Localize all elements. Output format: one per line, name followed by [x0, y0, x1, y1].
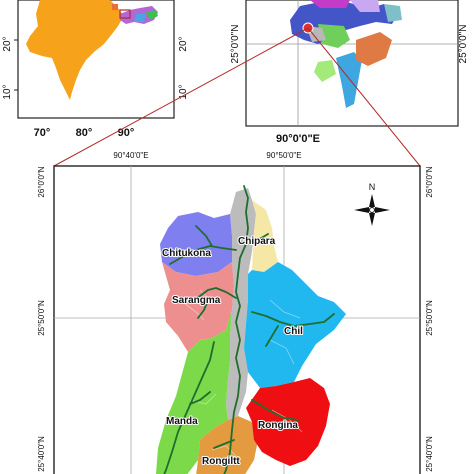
main-lat-tick-label-left: 26°0'0"N [37, 166, 46, 197]
inset-india-panel: 20° 10° 20° 10° 70° 80° 90° [2, 0, 189, 139]
northeast-india-blue [134, 14, 146, 22]
subbasin-label-chipara: Chipara [238, 236, 276, 247]
river-chitukona-upper [195, 225, 213, 247]
india-lat-tick-label: 20° [2, 36, 13, 51]
river-chil-branch [265, 325, 279, 347]
river-sarangma-branch [191, 287, 237, 301]
subbasin-central-strip [226, 188, 256, 420]
region-green-basin [318, 24, 350, 48]
region-magenta-basin [310, 0, 350, 8]
subbasin-label-sarangma: Sarangma [172, 295, 221, 306]
subbasin-manda [156, 310, 232, 474]
subbasin-label-rongina: Rongina [258, 420, 298, 431]
river-manda-main [163, 341, 215, 474]
subbasin-rongina [246, 378, 330, 466]
main-map-panel: Chitukona Chipara Sarangma Chil Manda Ro… [37, 151, 434, 474]
india-lon-tick-label: 70° [34, 127, 51, 139]
connector-line-right [307, 27, 421, 167]
river-chipara-branch [247, 233, 269, 245]
region-lat-tick-label-right: 25°0'0"N [458, 25, 469, 64]
river-rongina-main [251, 399, 299, 421]
north-arrow-center [369, 207, 375, 213]
subbasin-label-rongiltt: Rongiltt [202, 456, 240, 467]
india-lon-tick-label: 90° [118, 127, 135, 139]
region-teal-basin [384, 4, 402, 22]
subbasin-label-chil: Chil [284, 326, 303, 337]
main-lat-tick-label-left: 25°50'0"N [37, 300, 46, 336]
india-lon-tick-label: 80° [76, 127, 93, 139]
north-arrow-e [375, 207, 390, 213]
india-lat-tick-label-right: 20° [178, 36, 189, 51]
river-sarangma-lower [197, 299, 209, 319]
river-main-stem [223, 185, 249, 474]
main-lat-tick-label-left: 25°40'0"N [37, 436, 46, 472]
subbasin-boundary [179, 289, 303, 457]
region-light-green-basin [314, 60, 336, 82]
river-chitukona-branch [169, 245, 237, 265]
region-lavender-basin [350, 0, 380, 12]
north-arrow-n [369, 194, 375, 207]
river-rongiltt-main [213, 439, 235, 449]
river-manda-branch [189, 391, 211, 405]
river-chil-main [251, 311, 335, 327]
main-lon-tick-label: 90°50'0"E [266, 151, 301, 160]
region-lon-tick-label: 90°0'0"E [276, 133, 320, 145]
india-outline [26, 0, 124, 100]
north-arrow-s [369, 213, 375, 226]
subbasin-sarangma [162, 262, 234, 352]
region-cyan-basin [336, 52, 362, 108]
india-lat-tick-label-right: 10° [178, 84, 189, 99]
main-lat-tick-label-right: 26°0'0"N [425, 166, 434, 197]
region-orange-basin [356, 32, 392, 66]
connector-line-left [53, 27, 309, 167]
north-arrow: N [354, 182, 390, 226]
north-arrow-label: N [369, 182, 376, 192]
main-lat-tick-label-right: 25°50'0"N [425, 300, 434, 336]
subbasin-label-chitukona: Chitukona [162, 248, 211, 259]
india-neighbour [112, 4, 118, 10]
india-lat-tick-label: 10° [2, 84, 13, 99]
subbasin-label-manda: Manda [166, 416, 198, 427]
river-network [163, 185, 335, 474]
main-lon-tick-label: 90°40'0"E [113, 151, 148, 160]
inset-india-highlight [119, 9, 131, 19]
inset-region-panel: 25°0'0"N 25°0'0"N 90°0'0"E [230, 0, 469, 145]
region-lat-tick-label: 25°0'0"N [230, 25, 241, 64]
main-lat-tick-label-right: 25°40'0"N [425, 436, 434, 472]
north-arrow-w [354, 207, 369, 213]
subbasin-rongiltt [196, 416, 258, 474]
northeast-india-green [146, 10, 158, 20]
